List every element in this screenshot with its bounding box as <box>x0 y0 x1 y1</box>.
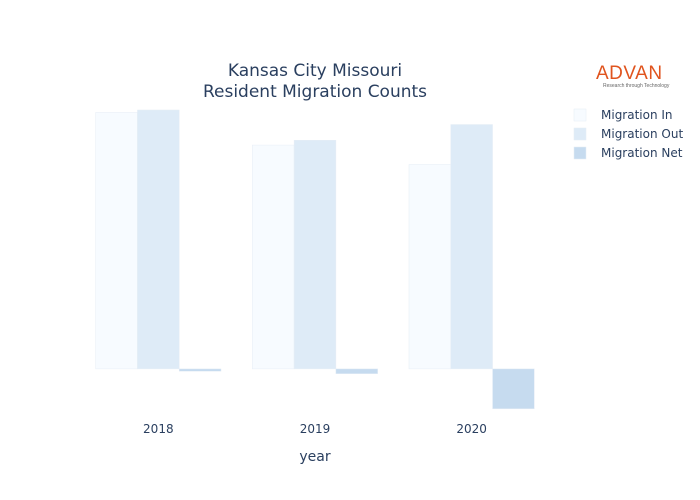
bar-migration-out-2018 <box>137 109 180 370</box>
bar-migration-in-2019 <box>252 144 295 370</box>
legend: Migration In Migration Out Migration Net <box>573 108 683 160</box>
x-tick-2018: 2018 <box>143 422 174 436</box>
chart-title-line-2: Resident Migration Counts <box>203 82 427 102</box>
logo-wordmark: ADVAN <box>596 63 663 84</box>
legend-label-migration-in[interactable]: Migration In <box>601 108 673 122</box>
legend-label-migration-out[interactable]: Migration Out <box>601 127 683 141</box>
legend-swatch-migration-net[interactable] <box>573 146 587 160</box>
advan-logo: ADVAN Research through Technology <box>596 64 676 94</box>
bar-migration-net-2019 <box>335 368 378 374</box>
x-tick-2020: 2020 <box>456 422 487 436</box>
chart-title-line-1: Kansas City Missouri <box>228 61 402 81</box>
x-axis-title: year <box>299 449 330 465</box>
bar-migration-in-2020 <box>408 164 452 370</box>
legend-swatch-migration-in[interactable] <box>573 108 587 122</box>
bar-migration-net-2020 <box>492 368 535 410</box>
bar-migration-out-2019 <box>293 139 337 370</box>
bar-migration-net-2018 <box>178 368 222 372</box>
x-tick-labels: 2018 2019 2020 <box>143 422 487 436</box>
legend-swatch-migration-out[interactable] <box>573 127 587 141</box>
bar-migration-out-2020 <box>450 124 493 370</box>
bars-group <box>95 109 535 410</box>
logo-tagline: Research through Technology <box>603 83 670 89</box>
bar-migration-in-2018 <box>95 112 138 370</box>
legend-label-migration-net[interactable]: Migration Net <box>601 146 683 160</box>
x-tick-2019: 2019 <box>300 422 331 436</box>
